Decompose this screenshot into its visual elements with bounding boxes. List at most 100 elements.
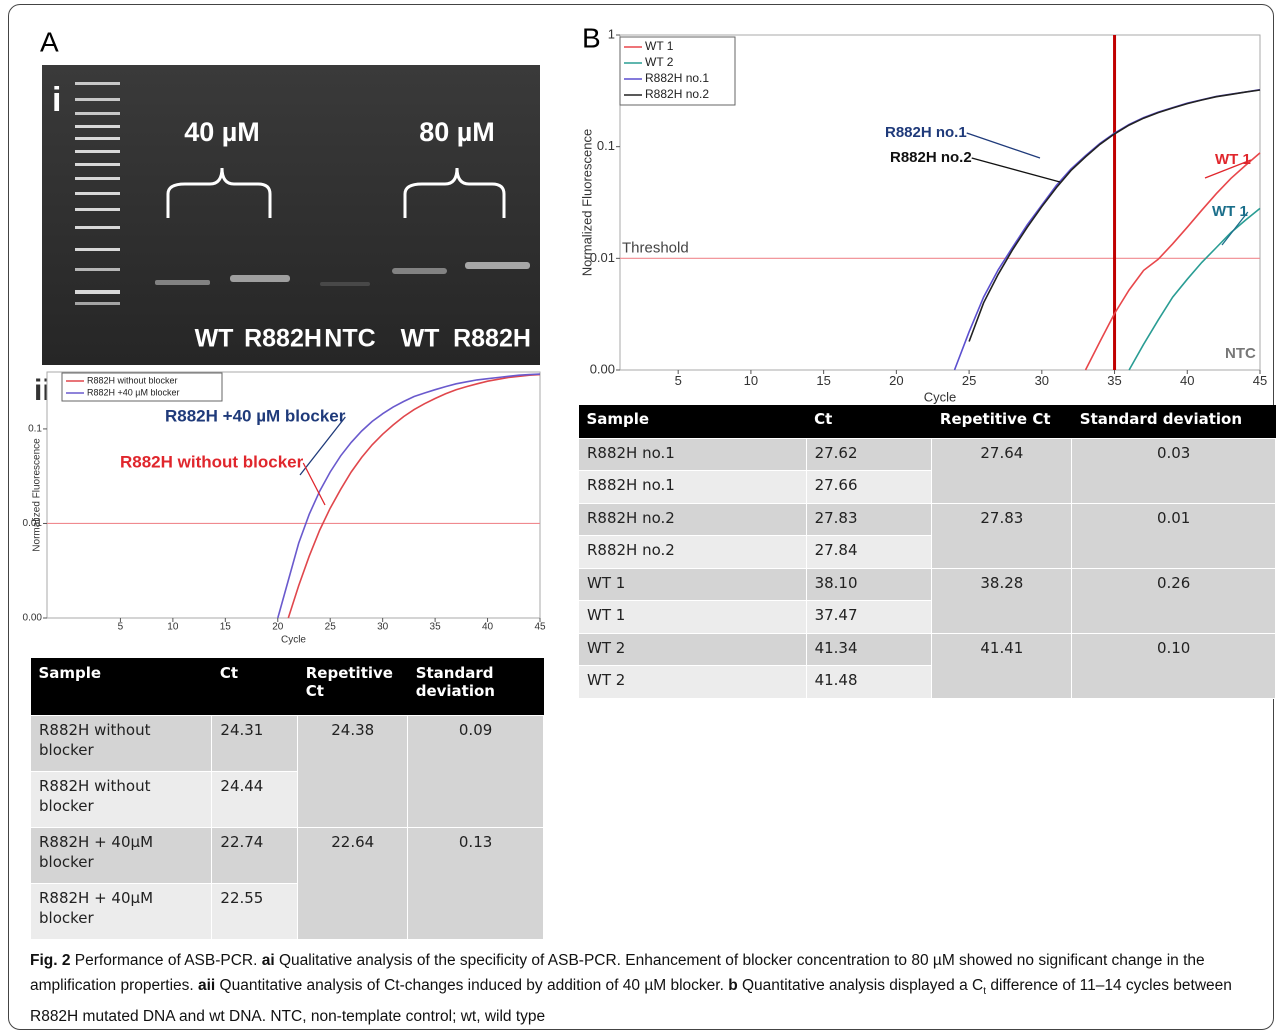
table-cell: 24.31 xyxy=(212,715,298,771)
table-row: R882H without blocker24.3124.380.09 xyxy=(31,715,544,771)
y-axis-label: Normalized Fluorescence xyxy=(579,129,594,276)
table-cell: R882H no.2 xyxy=(579,503,807,536)
annotation: R882H no.2 xyxy=(890,149,972,166)
panel-label: B xyxy=(582,22,601,53)
table-cell: 22.64 xyxy=(298,827,408,939)
table-cell: 41.41 xyxy=(932,633,1072,698)
header-cell: Sample xyxy=(579,405,807,438)
table-cell: 0.10 xyxy=(1072,633,1276,698)
table-row: WT 138.1038.280.26 xyxy=(579,568,1276,601)
table-cell: 27.66 xyxy=(806,471,932,504)
table-cell: 41.48 xyxy=(806,666,932,699)
x-tick-label: 30 xyxy=(1035,373,1049,388)
header-cell: Sample xyxy=(31,658,212,715)
annotation: WT 1 xyxy=(1215,151,1251,168)
y-tick-label: 0.1 xyxy=(597,138,615,153)
annotation: R882H without blocker xyxy=(120,452,304,471)
header-cell: Repetitive Ct xyxy=(298,658,408,715)
table-cell: 27.64 xyxy=(932,438,1072,503)
legend-label: R882H +40 µM blocker xyxy=(87,387,179,397)
table-cell: 37.47 xyxy=(806,601,932,634)
x-tick-label: 45 xyxy=(1253,373,1267,388)
x-tick-label: 20 xyxy=(889,373,903,388)
table-cell: R882H no.1 xyxy=(579,438,807,471)
table-cell: R882H + 40µM blocker xyxy=(31,827,212,883)
legend-label: R882H without blocker xyxy=(87,375,178,385)
caption-text: b xyxy=(728,977,737,994)
x-tick-label: 25 xyxy=(325,622,337,633)
table-cell: WT 2 xyxy=(579,633,807,666)
panel-label: A xyxy=(40,26,59,57)
table-cell: 24.44 xyxy=(212,771,298,827)
page: A B ii i 40 µM 80 µM WT R882H xyxy=(0,0,1281,1035)
annotation: NTC xyxy=(1225,345,1256,362)
y-tick-label: 0.00 xyxy=(23,613,43,624)
table-cell: R882H + 40µM blocker xyxy=(31,883,212,939)
concentration-label: 80 µM xyxy=(419,117,495,147)
table-cell: 27.83 xyxy=(932,503,1072,568)
table-cell: 27.84 xyxy=(806,536,932,569)
table-cell: 0.13 xyxy=(408,827,544,939)
table-cell: 0.01 xyxy=(1072,503,1276,568)
x-tick-label: 5 xyxy=(118,622,124,633)
x-tick-label: 35 xyxy=(1107,373,1121,388)
x-tick-label: 15 xyxy=(816,373,830,388)
table-cell: 38.28 xyxy=(932,568,1072,633)
x-tick-label: 40 xyxy=(482,622,494,633)
y-tick-label: 0.1 xyxy=(28,424,42,435)
x-tick-label: 45 xyxy=(534,622,546,633)
caption-text: ai xyxy=(262,952,275,969)
annotation: WT 1 xyxy=(1212,203,1248,220)
y-tick-label: 1 xyxy=(608,26,615,41)
x-tick-label: 35 xyxy=(430,622,442,633)
y-axis-label: Normalized Fluorescence xyxy=(32,438,43,552)
gel-image: i 40 µM 80 µM WT R882H NTC WT R882H xyxy=(42,65,540,365)
caption-text: Performance of ASB-PCR. xyxy=(70,952,261,969)
table-cell: R882H without blocker xyxy=(31,715,212,771)
table-cell: 27.83 xyxy=(806,503,932,536)
x-axis-label: Cycle xyxy=(924,389,957,404)
table-cell: WT 2 xyxy=(579,666,807,699)
table-cell: 27.62 xyxy=(806,438,932,471)
caption: Fig. 2 Performance of ASB-PCR. ai Qualit… xyxy=(30,948,1260,1029)
table-cell: 22.55 xyxy=(212,883,298,939)
header-cell: Standard deviation xyxy=(1072,405,1276,438)
table-cell: R882H without blocker xyxy=(31,771,212,827)
x-tick-label: 40 xyxy=(1180,373,1194,388)
header-cell: Repetitive Ct xyxy=(932,405,1072,438)
legend-label: WT 2 xyxy=(645,55,674,69)
table-cell: 38.10 xyxy=(806,568,932,601)
table-cell: R882H no.2 xyxy=(579,536,807,569)
lane-label: R882H xyxy=(244,325,322,353)
lane-label: WT xyxy=(401,325,440,353)
lane-label: R882H xyxy=(453,325,531,353)
caption-text: Quantitative analysis displayed a C xyxy=(738,977,984,994)
table-cell: 22.74 xyxy=(212,827,298,883)
x-tick-label: 30 xyxy=(377,622,389,633)
table-cell: 0.03 xyxy=(1072,438,1276,503)
table-cell: R882H no.1 xyxy=(579,471,807,504)
caption-text: Quantitative analysis of Ct-changes indu… xyxy=(215,977,728,994)
header-cell: Ct xyxy=(212,658,298,715)
annotation: R882H +40 µM blocker xyxy=(165,406,346,425)
legend-label: R882H no.2 xyxy=(645,87,709,101)
annotation: R882H no.1 xyxy=(885,124,967,141)
threshold-label: Threshold xyxy=(622,239,689,256)
table-cell: 0.26 xyxy=(1072,568,1276,633)
table-cell: 24.38 xyxy=(298,715,408,827)
header-cell: Standard deviation xyxy=(408,658,544,715)
caption-text: Fig. 2 xyxy=(30,952,70,969)
legend-label: WT 1 xyxy=(645,39,674,53)
table-cell: WT 1 xyxy=(579,568,807,601)
x-tick-label: 25 xyxy=(962,373,976,388)
gel-background xyxy=(42,65,540,365)
table-cell: WT 1 xyxy=(579,601,807,634)
x-tick-label: 15 xyxy=(220,622,232,633)
x-axis-label: Cycle xyxy=(281,635,306,646)
